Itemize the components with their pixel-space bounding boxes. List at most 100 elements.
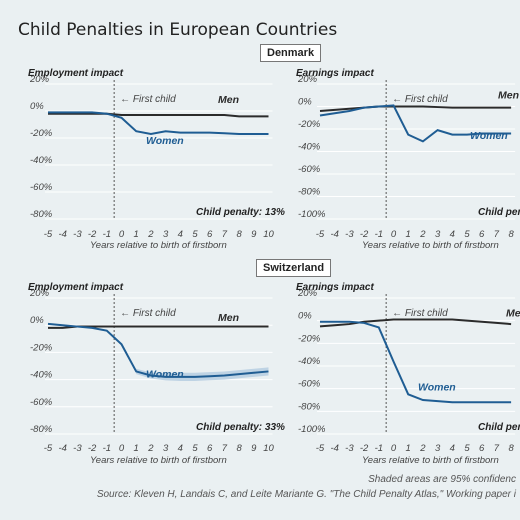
x-tick-label: -2 [88, 229, 97, 240]
x-tick-label: -5 [44, 443, 53, 454]
x-tick-label: 5 [192, 229, 198, 240]
x-tick-label: 9 [251, 443, 257, 454]
x-tick-label: 6 [479, 229, 485, 240]
x-tick-label: 7 [222, 229, 228, 240]
x-tick-label: -5 [44, 229, 53, 240]
men-series-label: Men [218, 94, 239, 106]
panel-title: Employment impact [28, 282, 124, 293]
panel-title: Earnings impact [296, 282, 374, 293]
men-series-line [319, 105, 512, 112]
y-tick-label: -60% [298, 164, 321, 175]
x-tick-label: 3 [435, 443, 441, 454]
y-tick-label: -20% [30, 342, 53, 353]
y-tick-label: -100% [298, 209, 326, 220]
child-penalty-label: Child penalty: 33% [196, 422, 285, 433]
x-tick-label: 1 [134, 443, 139, 454]
footnote: Shaded areas are 95% confidenc [368, 474, 516, 485]
y-tick-label: -20% [30, 128, 53, 139]
first-child-label: ← First child [120, 94, 176, 105]
x-tick-label: 4 [450, 229, 455, 240]
y-tick-label: 0% [30, 101, 44, 112]
x-tick-label: 9 [251, 229, 257, 240]
women-series-line [47, 322, 269, 378]
country-label-switzerland: Switzerland [256, 259, 332, 277]
first-child-label: ← First child [392, 94, 448, 105]
women-series-label: Women [418, 382, 456, 394]
men-series-line [48, 112, 269, 118]
x-tick-label: 0 [391, 229, 397, 240]
x-tick-label: 2 [147, 443, 154, 454]
x-tick-label: 6 [207, 443, 213, 454]
x-tick-label: -5 [316, 443, 325, 454]
first-child-label: ← First child [392, 308, 448, 319]
x-tick-label: 1 [134, 229, 139, 240]
x-tick-label: -3 [345, 443, 354, 454]
women-series-line [320, 320, 512, 404]
x-tick-label: 1 [406, 443, 411, 454]
y-tick-label: 20% [29, 74, 50, 85]
country-label-denmark: Denmark [260, 44, 322, 62]
x-tick-label: -2 [88, 443, 97, 454]
x-tick-label: 8 [236, 229, 242, 240]
child-penalty-label: Child pen [478, 422, 520, 433]
x-axis-label: Years relative to birth of firstborn [90, 240, 227, 251]
y-tick-label: -20% [298, 119, 321, 130]
x-tick-label: 5 [464, 229, 470, 240]
y-tick-label: -40% [30, 370, 53, 381]
x-tick-label: -1 [375, 229, 383, 240]
x-tick-label: 7 [494, 443, 500, 454]
y-tick-label: 20% [297, 74, 318, 85]
y-tick-label: -40% [298, 356, 321, 367]
x-tick-label: 8 [236, 443, 242, 454]
x-tick-label: 8 [508, 229, 514, 240]
x-tick-label: 10 [263, 229, 274, 240]
y-tick-label: -40% [298, 142, 321, 153]
x-axis-label: Years relative to birth of firstborn [90, 455, 227, 466]
x-tick-label: -1 [103, 229, 111, 240]
x-tick-label: 7 [494, 229, 500, 240]
y-tick-label: -60% [298, 379, 321, 390]
x-tick-label: -1 [375, 443, 383, 454]
y-tick-label: -20% [298, 333, 321, 344]
x-tick-label: 4 [178, 229, 183, 240]
x-tick-label: -4 [330, 229, 338, 240]
x-tick-label: 5 [192, 443, 198, 454]
y-tick-label: -40% [30, 155, 53, 166]
men-series-label: Men [218, 312, 239, 324]
men-series-label: Men [498, 90, 519, 102]
x-tick-label: 0 [119, 229, 125, 240]
source-note: Source: Kleven H, Landais C, and Leite M… [96, 489, 516, 500]
panel-title: Earnings impact [296, 68, 374, 79]
x-tick-label: -1 [103, 443, 111, 454]
y-tick-label: -80% [298, 401, 321, 412]
x-tick-label: 2 [419, 443, 426, 454]
y-tick-label: -80% [30, 424, 53, 435]
y-tick-label: 0% [298, 97, 312, 108]
x-tick-label: -2 [360, 443, 369, 454]
first-child-label: ← First child [120, 308, 176, 319]
x-tick-label: 0 [119, 443, 125, 454]
y-tick-label: 0% [30, 315, 44, 326]
x-tick-label: -2 [360, 229, 369, 240]
x-tick-label: -5 [316, 229, 325, 240]
x-tick-label: 3 [163, 229, 169, 240]
y-tick-label: 20% [297, 288, 318, 299]
y-tick-label: -100% [298, 424, 326, 435]
x-tick-label: 10 [263, 443, 274, 454]
x-tick-label: 0 [391, 443, 397, 454]
x-tick-label: 3 [163, 443, 169, 454]
x-tick-label: -3 [345, 229, 354, 240]
x-tick-label: 6 [479, 443, 485, 454]
x-tick-label: 5 [464, 443, 470, 454]
x-axis-label: Years relative to birth of firstborn [362, 240, 499, 251]
x-tick-label: -3 [73, 443, 82, 454]
page-title: Child Penalties in European Countries [18, 20, 338, 40]
women-series-line [48, 111, 269, 135]
women-series-label: Women [146, 369, 184, 381]
women-series-line [319, 104, 512, 143]
x-tick-label: 2 [419, 229, 426, 240]
x-axis-label: Years relative to birth of firstborn [362, 455, 499, 466]
y-tick-label: 0% [298, 311, 312, 322]
